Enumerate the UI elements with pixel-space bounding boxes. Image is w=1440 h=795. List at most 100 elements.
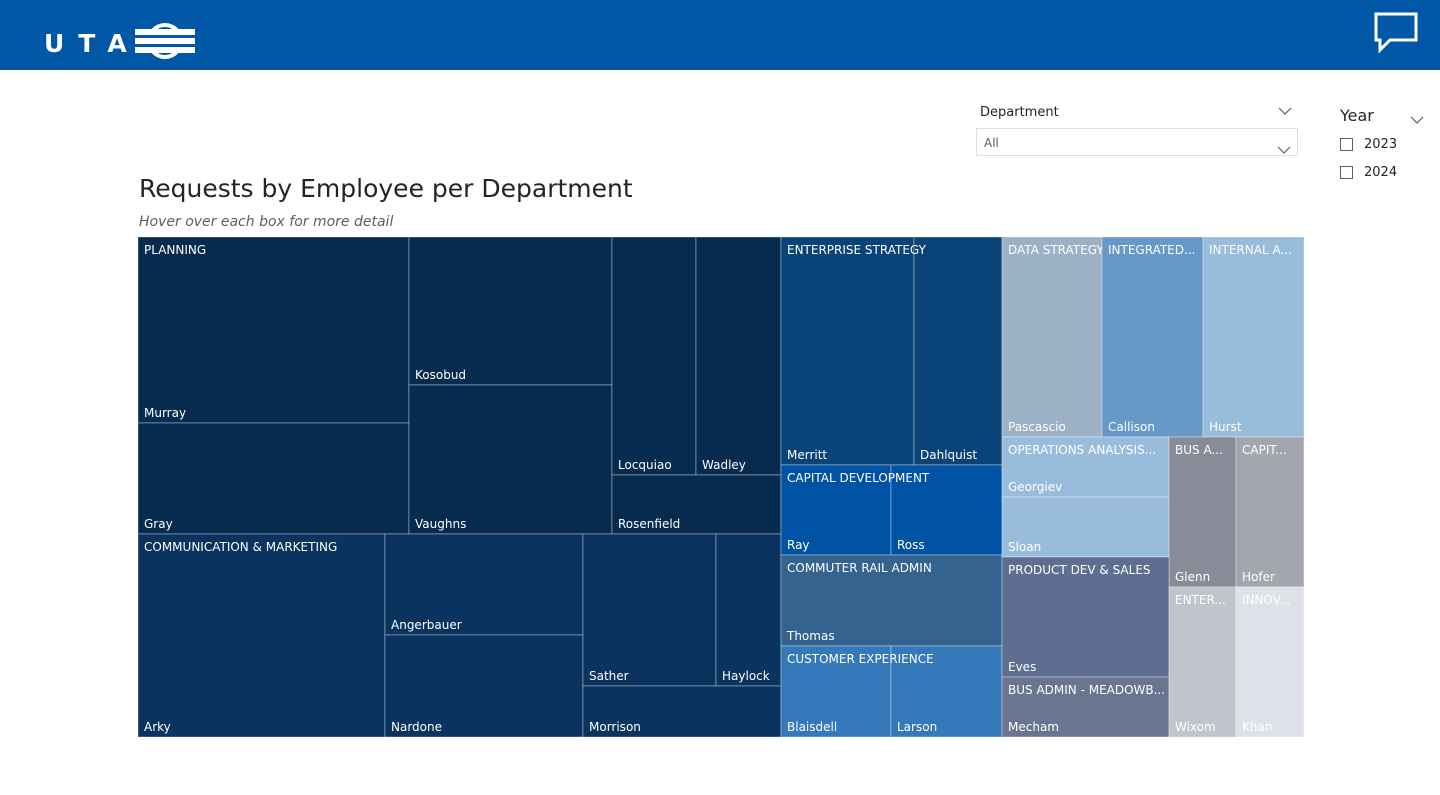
- treemap-chart: Murray Gray Kosobud Vaughns Locquiao Wadley Ro…: [138, 237, 1304, 737]
- year-slicer: Year 2023 2024: [1340, 102, 1424, 186]
- department-selected-value: All: [984, 136, 999, 150]
- app-header: UTA: [0, 0, 1440, 70]
- treemap-tile[interactable]: [1001, 676, 1170, 737]
- treemap-group: Glenn BUS A...: [1168, 436, 1237, 588]
- treemap-group-label: CAPIT...: [1242, 443, 1287, 457]
- chart-subtitle: Hover over each box for more detail: [139, 214, 394, 230]
- treemap-tile-label: Khan: [1242, 720, 1272, 734]
- treemap-group: Pascascio DATA STRATEGY: [1001, 237, 1104, 438]
- treemap-tile-label: Glenn: [1175, 570, 1210, 584]
- chat-bubble-icon[interactable]: [1372, 10, 1420, 60]
- treemap-tile[interactable]: [408, 384, 613, 535]
- treemap-tile[interactable]: [1235, 586, 1304, 737]
- treemap-group-label: BUS ADMIN - MEADOWB...: [1008, 683, 1165, 697]
- treemap-tile-label: Wixom: [1175, 720, 1216, 734]
- treemap-group: Wixom ENTER...: [1168, 586, 1237, 737]
- treemap-tile[interactable]: [780, 464, 892, 556]
- logo-text: UTA: [44, 28, 141, 58]
- treemap-tile[interactable]: [1168, 586, 1237, 737]
- treemap-tile-label: Merritt: [787, 448, 827, 462]
- checkbox[interactable]: [1340, 137, 1353, 151]
- uta-logo[interactable]: UTA: [44, 22, 195, 64]
- treemap-group: Murray Gray Kosobud Vaughns Locquiao Wadley Ro…: [138, 237, 782, 535]
- treemap-group: Khan INNOV...: [1235, 586, 1304, 737]
- treemap-tile-label: Locquiao: [618, 458, 672, 472]
- treemap-tile-label: Ray: [787, 538, 810, 552]
- treemap-group-label: ENTER...: [1175, 593, 1226, 607]
- treemap-group-label: COMMUTER RAIL ADMIN: [787, 561, 932, 575]
- treemap-tile[interactable]: [138, 422, 410, 535]
- treemap-group: Arky Angerbauer Nardone Sather Haylock Morris…: [138, 533, 782, 737]
- treemap-group: Merritt Dahlquist ENTERPRISE STRATEGY: [780, 237, 1003, 466]
- treemap-group: Georgiev Sloan OPERATIONS ANALYSIS...: [1001, 436, 1170, 558]
- treemap-tile-label: Callison: [1108, 420, 1155, 434]
- department-slicer-title: Department: [980, 105, 1059, 120]
- treemap-svg: Murray Gray Kosobud Vaughns Locquiao Wadley Ro…: [138, 237, 1304, 737]
- treemap-tile[interactable]: [780, 645, 892, 737]
- treemap-group-label: INTERNAL A...: [1209, 243, 1292, 257]
- year-option-2023[interactable]: 2023: [1340, 130, 1424, 158]
- year-slicer-title: Year: [1340, 106, 1374, 125]
- treemap-group: Eves PRODUCT DEV & SALES: [1001, 556, 1170, 678]
- treemap-tile[interactable]: [780, 237, 915, 466]
- treemap-tile[interactable]: [695, 237, 782, 476]
- treemap-tile[interactable]: [1202, 237, 1304, 438]
- year-option-label: 2023: [1364, 136, 1398, 152]
- chevron-down-icon[interactable]: [1278, 98, 1292, 128]
- department-slicer-header[interactable]: Department: [976, 98, 1298, 128]
- treemap-group-label: ENTERPRISE STRATEGY: [787, 243, 927, 257]
- treemap-tile-label: Sloan: [1008, 540, 1041, 554]
- treemap-tile[interactable]: [780, 554, 1003, 647]
- treemap-group-label: COMMUNICATION & MARKETING: [144, 540, 337, 554]
- department-slicer: Department All: [976, 98, 1298, 156]
- chevron-down-icon[interactable]: [1410, 106, 1424, 134]
- treemap-tile[interactable]: [890, 464, 1003, 556]
- treemap-tile-label: Eves: [1008, 660, 1036, 674]
- treemap-tile[interactable]: [408, 237, 613, 386]
- treemap-tile[interactable]: [138, 237, 410, 424]
- treemap-tile-label: Ross: [897, 538, 925, 552]
- treemap-tile-label: Hofer: [1242, 570, 1275, 584]
- treemap-tile[interactable]: [1001, 556, 1170, 678]
- year-slicer-header[interactable]: Year: [1340, 102, 1424, 130]
- treemap-group: Ray Ross CAPITAL DEVELOPMENT: [780, 464, 1003, 556]
- treemap-tile[interactable]: [138, 533, 386, 737]
- treemap-tile-label: Sather: [589, 669, 629, 683]
- treemap-group-label: INNOV...: [1242, 593, 1291, 607]
- year-option-label: 2024: [1364, 164, 1398, 180]
- treemap-tile-label: Hurst: [1209, 420, 1242, 434]
- treemap-group-label: OPERATIONS ANALYSIS...: [1008, 443, 1156, 457]
- treemap-group: Callison INTEGRATED...: [1101, 237, 1204, 438]
- treemap-tile[interactable]: [1168, 436, 1237, 588]
- treemap-group-label: DATA STRATEGY: [1008, 243, 1104, 257]
- department-dropdown[interactable]: All: [976, 128, 1298, 156]
- treemap-group: Mecham BUS ADMIN - MEADOWB...: [1001, 676, 1170, 737]
- treemap-tile-label: Georgiev: [1008, 480, 1062, 494]
- treemap-tile[interactable]: [1235, 436, 1304, 588]
- treemap-tile-label: Angerbauer: [391, 618, 462, 632]
- treemap-tile-label: Wadley: [702, 458, 746, 472]
- treemap-tile[interactable]: [890, 645, 1003, 737]
- treemap-tile-label: Larson: [897, 720, 937, 734]
- treemap-tile[interactable]: [913, 237, 1003, 466]
- checkbox[interactable]: [1340, 165, 1353, 179]
- uta-rail-mark-icon: [134, 22, 195, 64]
- treemap-tile[interactable]: [715, 533, 782, 687]
- treemap-tile[interactable]: [1001, 436, 1170, 498]
- treemap-group-label: CAPITAL DEVELOPMENT: [787, 471, 930, 485]
- treemap-tile-label: Kosobud: [415, 368, 466, 382]
- treemap-group-label: PRODUCT DEV & SALES: [1008, 563, 1151, 577]
- treemap-tile-label: Mecham: [1008, 720, 1059, 734]
- chevron-down-icon: [1277, 137, 1291, 165]
- chart-title: Requests by Employee per Department: [139, 174, 633, 203]
- treemap-tile[interactable]: [1101, 237, 1204, 438]
- treemap-tile[interactable]: [611, 237, 697, 476]
- treemap-tile-label: Murray: [144, 406, 186, 420]
- treemap-tile-label: Gray: [144, 517, 173, 531]
- treemap-group-label: BUS A...: [1175, 443, 1223, 457]
- year-option-2024[interactable]: 2024: [1340, 158, 1424, 186]
- treemap-tile[interactable]: [1001, 237, 1103, 438]
- treemap-tile[interactable]: [582, 533, 717, 687]
- treemap-group-label: INTEGRATED...: [1108, 243, 1195, 257]
- treemap-tile[interactable]: [384, 533, 584, 636]
